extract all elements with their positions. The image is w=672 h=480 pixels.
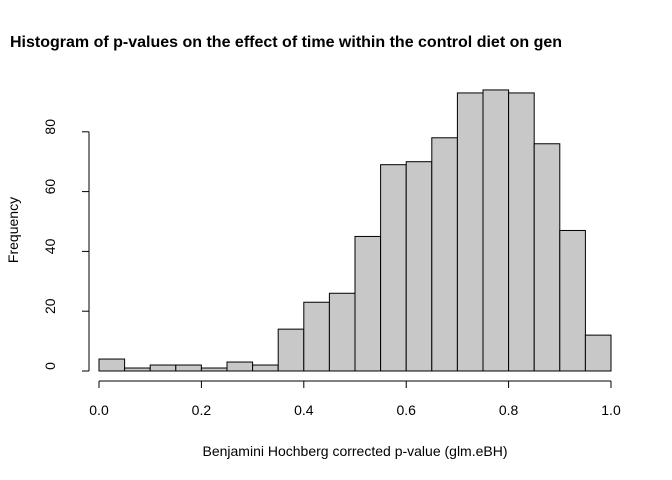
y-tick-label: 40 bbox=[42, 238, 58, 254]
bar bbox=[328, 292, 356, 372]
bar bbox=[380, 164, 407, 372]
bar bbox=[482, 89, 510, 372]
bar bbox=[584, 334, 612, 372]
bar bbox=[431, 137, 458, 372]
bar bbox=[456, 92, 484, 372]
x-tick-label: 0.0 bbox=[89, 402, 109, 418]
bar bbox=[200, 367, 228, 372]
bar bbox=[559, 229, 586, 372]
bar bbox=[533, 143, 561, 372]
bar bbox=[277, 328, 305, 372]
bar bbox=[405, 161, 433, 372]
x-tick-label: 0.8 bbox=[499, 402, 519, 418]
bar bbox=[508, 92, 535, 372]
x-tick-label: 0.2 bbox=[192, 402, 212, 418]
bar bbox=[226, 361, 254, 372]
x-tick-label: 0.6 bbox=[396, 402, 416, 418]
bar bbox=[354, 235, 382, 372]
y-tick-label: 60 bbox=[42, 179, 58, 195]
bar bbox=[252, 364, 279, 372]
bar bbox=[303, 301, 330, 372]
y-axis-label: Frequency bbox=[5, 197, 21, 263]
y-tick-label: 20 bbox=[42, 298, 58, 314]
bar bbox=[98, 358, 126, 372]
bar bbox=[124, 367, 151, 372]
bar bbox=[149, 364, 177, 372]
x-tick-label: 0.4 bbox=[294, 402, 314, 418]
bar bbox=[175, 364, 202, 372]
chart-title: Histogram of p-values on the effect of t… bbox=[10, 34, 562, 51]
x-axis-label: Benjamini Hochberg corrected p-value (gl… bbox=[202, 443, 507, 459]
y-tick-label: 0 bbox=[42, 362, 58, 370]
x-tick-label: 1.0 bbox=[601, 402, 621, 418]
y-tick-label: 80 bbox=[42, 119, 58, 135]
